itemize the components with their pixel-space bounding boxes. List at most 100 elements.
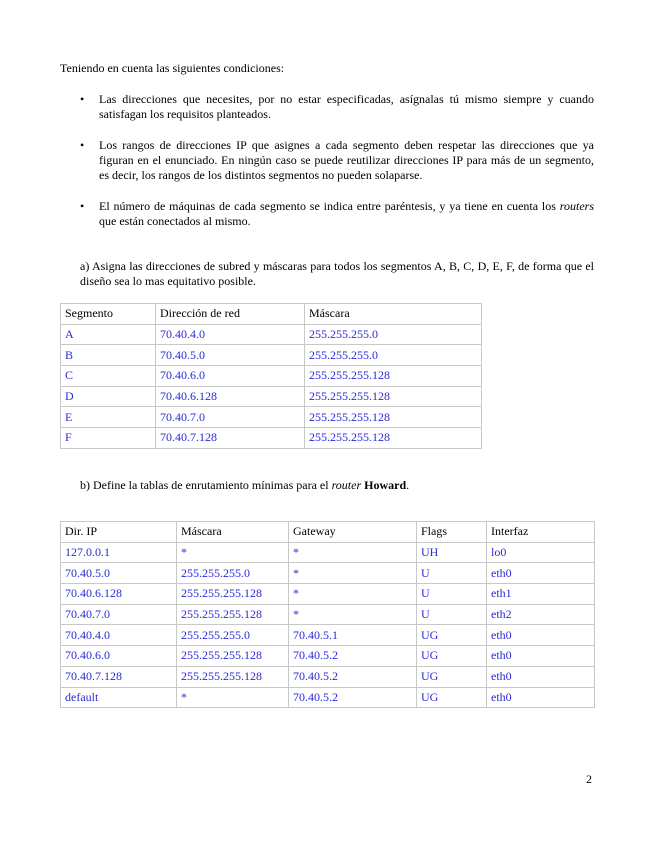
table-row: C 70.40.6.0 255.255.255.128 (60, 365, 482, 387)
table-cell: * (176, 541, 289, 564)
table-row: F 70.40.7.128 255.255.255.128 (60, 427, 482, 449)
condition-3-text-end: que están conectados al mismo. (99, 214, 251, 228)
table-cell: lo0 (486, 541, 595, 564)
table-cell: 70.40.4.0 (155, 323, 305, 346)
table-row: default * 70.40.5.2 UG eth0 (60, 686, 595, 709)
table-cell: 70.40.5.0 (155, 344, 305, 367)
table-cell: U (416, 583, 487, 605)
routing-table: Dir. IP Máscara Gateway Flags Interfaz 127.0.… (60, 521, 595, 709)
condition-3-italic: routers (559, 199, 594, 213)
table-cell: 70.40.6.128 (155, 385, 305, 408)
table-cell: 255.255.255.0 (176, 562, 289, 585)
table-cell: 255.255.255.0 (304, 344, 482, 367)
table-cell: 255.255.255.128 (304, 427, 482, 449)
question-b-italic: router (331, 478, 362, 492)
table-cell: eth0 (486, 562, 595, 585)
table-cell: D (60, 385, 156, 408)
column-header: Máscara (304, 303, 482, 325)
table-cell: 255.255.255.128 (304, 365, 482, 387)
table-cell: 70.40.7.128 (60, 665, 177, 688)
table-cell: 70.40.5.1 (288, 624, 417, 647)
table-cell: 127.0.0.1 (60, 541, 177, 564)
table-cell: UG (416, 665, 487, 688)
table-cell: E (60, 406, 156, 429)
column-header: Máscara (176, 521, 289, 543)
condition-2: Los rangos de direcciones IP que asignes… (99, 138, 594, 182)
table-row: 70.40.6.0 255.255.255.128 70.40.5.2 UG eth0 (60, 645, 595, 667)
table-row: 70.40.7.128 255.255.255.128 70.40.5.2 UG eth… (60, 665, 595, 688)
column-header: Segmento (60, 303, 156, 325)
table-row: A 70.40.4.0 255.255.255.0 (60, 323, 482, 346)
table-row: 127.0.0.1 * * UH lo0 (60, 541, 595, 564)
table-cell: 70.40.7.0 (155, 406, 305, 429)
table-row: B 70.40.5.0 255.255.255.0 (60, 344, 482, 367)
table-cell: 70.40.5.0 (60, 562, 177, 585)
table-header-row: Segmento Dirección de red Máscara (60, 303, 482, 325)
table-cell: 255.255.255.128 (176, 645, 289, 667)
table-cell: 255.255.255.128 (176, 665, 289, 688)
table-cell: eth0 (486, 665, 595, 688)
table-cell: 70.40.6.0 (155, 365, 305, 387)
table-cell: 70.40.5.2 (288, 645, 417, 667)
table-cell: 255.255.255.128 (304, 406, 482, 429)
table-row: D 70.40.6.128 255.255.255.128 (60, 385, 482, 408)
table-cell: UG (416, 645, 487, 667)
column-header: Interfaz (486, 521, 595, 543)
table-cell: 70.40.7.128 (155, 427, 305, 449)
table-cell: eth0 (486, 686, 595, 709)
condition-3: El número de máquinas de cada segmento s… (99, 199, 594, 229)
intro-text: Teniendo en cuenta las siguientes condic… (60, 61, 285, 75)
table-cell: 255.255.255.128 (304, 385, 482, 408)
table-cell: UG (416, 686, 487, 709)
table-cell: 70.40.7.0 (60, 603, 177, 626)
table-cell: C (60, 365, 156, 387)
table-cell: 70.40.6.0 (60, 645, 177, 667)
table-cell: 255.255.255.0 (176, 624, 289, 647)
table-cell: eth2 (486, 603, 595, 626)
table-cell: 70.40.5.2 (288, 665, 417, 688)
table-cell: 255.255.255.0 (304, 323, 482, 346)
table-cell: U (416, 603, 487, 626)
table-row: 70.40.4.0 255.255.255.0 70.40.5.1 UG eth0 (60, 624, 595, 647)
table-cell: B (60, 344, 156, 367)
table-cell: 70.40.6.128 (60, 583, 177, 605)
table-cell: * (176, 686, 289, 709)
question-a: a) Asigna las direcciones de subred y má… (80, 259, 594, 288)
table-cell: 255.255.255.128 (176, 583, 289, 605)
question-b: b) Define la tablas de enrutamiento míni… (80, 478, 409, 493)
question-b-end: . (406, 478, 410, 492)
table-cell: eth1 (486, 583, 595, 605)
table-cell: A (60, 323, 156, 346)
condition-1: Las direcciones que necesites, por no es… (99, 92, 594, 121)
bullet-icon: • (80, 92, 85, 106)
column-header: Flags (416, 521, 487, 543)
question-b-text: b) Define la tablas de enrutamiento míni… (80, 478, 332, 492)
column-header: Dirección de red (155, 303, 305, 325)
table-cell: UG (416, 624, 487, 647)
bullet-icon: • (80, 199, 85, 213)
bullet-icon: • (80, 138, 85, 152)
table-cell: 255.255.255.128 (176, 603, 289, 626)
table-cell: * (288, 603, 417, 626)
page-number: 2 (586, 772, 592, 786)
table-cell: 70.40.4.0 (60, 624, 177, 647)
table-row: E 70.40.7.0 255.255.255.128 (60, 406, 482, 429)
table-cell: * (288, 541, 417, 564)
table-cell: eth0 (486, 645, 595, 667)
table-cell: * (288, 562, 417, 585)
table-cell: default (60, 686, 177, 709)
router-name: Howard (364, 478, 407, 492)
condition-3-text: El número de máquinas de cada segmento s… (99, 199, 560, 213)
column-header: Dir. IP (60, 521, 177, 543)
table-cell: F (60, 427, 156, 449)
column-header: Gateway (288, 521, 417, 543)
table-cell: * (288, 583, 417, 605)
table-header-row: Dir. IP Máscara Gateway Flags Interfaz (60, 521, 595, 543)
table-cell: U (416, 562, 487, 585)
table-cell: UH (416, 541, 487, 564)
table-cell: eth0 (486, 624, 595, 647)
